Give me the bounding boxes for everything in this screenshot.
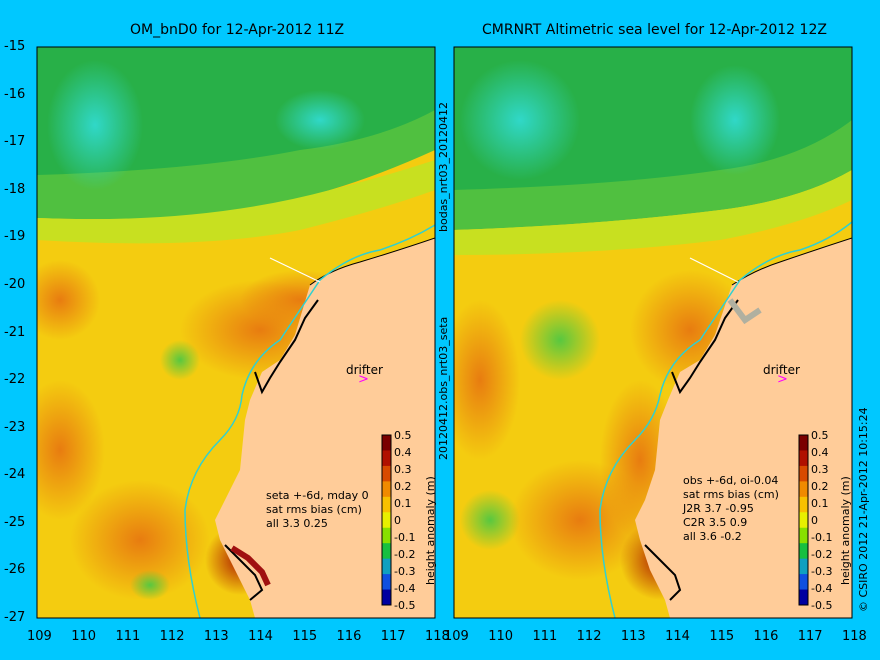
- x-tick-label: 116: [336, 629, 362, 644]
- right-panel-title: CMRNRT Altimetric sea level for 12-Apr-2…: [482, 22, 827, 38]
- right-map: [454, 47, 852, 618]
- colorbar-swatch: [799, 558, 808, 575]
- y-tick-label: -25: [4, 514, 26, 530]
- x-tick-label: 115: [292, 629, 318, 644]
- stats-right: obs +-6d, oi-0.04 sat rms bias (cm) J2R …: [683, 474, 779, 543]
- colorbar-frame: [798, 434, 809, 606]
- colorbar-tick-label: 0.4: [394, 446, 412, 459]
- colorbar-swatch: [799, 481, 808, 498]
- vertical-label-copyright: © CSIRO 2012 21-Apr-2012 10:15:24: [857, 407, 870, 612]
- colorbar-swatch: [382, 450, 391, 467]
- colorbar-tick-label: 0.2: [811, 480, 829, 493]
- colorbar-swatch: [382, 574, 391, 591]
- colorbar-tick-label: -0.5: [811, 599, 833, 612]
- y-tick-label: -21: [4, 324, 26, 340]
- drifter-label-left: drifter: [346, 363, 383, 377]
- colorbar-tick-label: -0.5: [394, 599, 416, 612]
- colorbar-swatch: [382, 512, 391, 529]
- colorbar-swatch: [799, 527, 808, 544]
- drifter-marker-left: >: [358, 372, 369, 387]
- colorbar-tick-label: -0.2: [811, 548, 833, 561]
- colorbar-swatch: [382, 496, 391, 513]
- colorbar-swatch: [799, 435, 808, 451]
- y-tick-label: -23: [4, 419, 26, 435]
- x-tick-label: 117: [380, 629, 406, 644]
- colorbar-tick-label: 0.2: [394, 480, 412, 493]
- colorbar-tick-label: -0.2: [394, 548, 416, 561]
- colorbar-swatch: [799, 589, 808, 606]
- y-tick-label: -20: [4, 276, 26, 292]
- x-tick-label: 113: [203, 629, 229, 644]
- colorbar-tick-label: 0.5: [811, 429, 829, 442]
- y-tick-label: -19: [4, 229, 26, 245]
- x-tick-label: 116: [753, 629, 779, 644]
- colorbar-tick-label: 0.4: [811, 446, 829, 459]
- drifter-label-right: drifter: [763, 363, 800, 377]
- right-map-frame: [453, 46, 853, 619]
- colorbar-tick-label: 0.1: [811, 497, 829, 510]
- y-tick-label: -26: [4, 562, 26, 578]
- left-map: [37, 47, 435, 618]
- colorbar-tick-label: -0.4: [394, 582, 416, 595]
- colorbar-swatch: [382, 589, 391, 606]
- x-tick-label: 112: [576, 629, 602, 644]
- x-tick-label: 111: [115, 629, 141, 644]
- x-tick-label: 118: [842, 629, 867, 644]
- colorbar-tick-label: 0.3: [811, 463, 829, 476]
- colorbar-swatch: [382, 558, 391, 575]
- colorbar-swatch: [799, 512, 808, 529]
- x-tick-label: 113: [620, 629, 646, 644]
- y-tick-label: -24: [4, 467, 26, 483]
- left-panel-title: OM_bnD0 for 12-Apr-2012 11Z: [130, 22, 345, 38]
- colorbar-swatch: [799, 465, 808, 482]
- vertical-label-obs: 20120412.obs_nrt03_seta: [437, 316, 450, 460]
- x-tick-label: 109: [444, 629, 469, 644]
- vertical-label-run: bodas_nrt03_20120412: [437, 102, 450, 232]
- y-tick-label: -15: [4, 39, 26, 54]
- colorbar-tick-label: -0.4: [811, 582, 833, 595]
- y-tick-label: -18: [4, 181, 26, 197]
- colorbar-swatch: [382, 465, 391, 482]
- y-tick-label: -17: [4, 134, 26, 150]
- colorbar-swatch: [382, 481, 391, 498]
- colorbar-frame: [381, 434, 392, 606]
- y-tick-label: -27: [4, 610, 26, 625]
- x-tick-label: 109: [27, 629, 52, 644]
- x-tick-label: 114: [248, 629, 273, 644]
- left-map-frame: [36, 46, 436, 619]
- colorbar-swatch: [799, 574, 808, 591]
- colorbar-left: [381, 434, 392, 606]
- colorbar-right: [798, 434, 809, 606]
- x-tick-label: 115: [709, 629, 735, 644]
- y-tick-label: -16: [4, 86, 26, 102]
- colorbar-tick-label: 0.3: [394, 463, 412, 476]
- stats-left: seta +-6d, mday 0 sat rms bias (cm) all …: [266, 489, 369, 530]
- colorbar-swatch: [382, 435, 391, 451]
- colorbar-swatch: [382, 527, 391, 544]
- x-tick-label: 111: [532, 629, 558, 644]
- colorbar-tick-label: 0.1: [394, 497, 412, 510]
- colorbar-tick-label: 0.5: [394, 429, 412, 442]
- colorbar-swatch: [799, 496, 808, 513]
- colorbar-swatch: [382, 543, 391, 560]
- colorbar-tick-label: 0: [394, 514, 401, 527]
- colorbar-tick-label: 0: [811, 514, 818, 527]
- x-tick-label: 118: [425, 629, 450, 644]
- colorbar-swatch: [799, 543, 808, 560]
- colorbar-tick-label: -0.1: [394, 531, 416, 544]
- x-tick-label: 117: [797, 629, 823, 644]
- x-tick-label: 110: [71, 629, 97, 644]
- colorbar-tick-label: -0.1: [811, 531, 833, 544]
- colorbar-tick-label: -0.3: [394, 565, 416, 578]
- colorbar-label-right: height anomaly (m): [839, 476, 852, 585]
- drifter-marker-right: >: [777, 372, 788, 387]
- x-tick-label: 114: [665, 629, 690, 644]
- x-tick-label: 112: [159, 629, 185, 644]
- y-tick-label: -22: [4, 372, 26, 388]
- x-tick-label: 110: [488, 629, 514, 644]
- colorbar-label-left: height anomaly (m): [424, 476, 437, 585]
- colorbar-swatch: [799, 450, 808, 467]
- colorbar-tick-label: -0.3: [811, 565, 833, 578]
